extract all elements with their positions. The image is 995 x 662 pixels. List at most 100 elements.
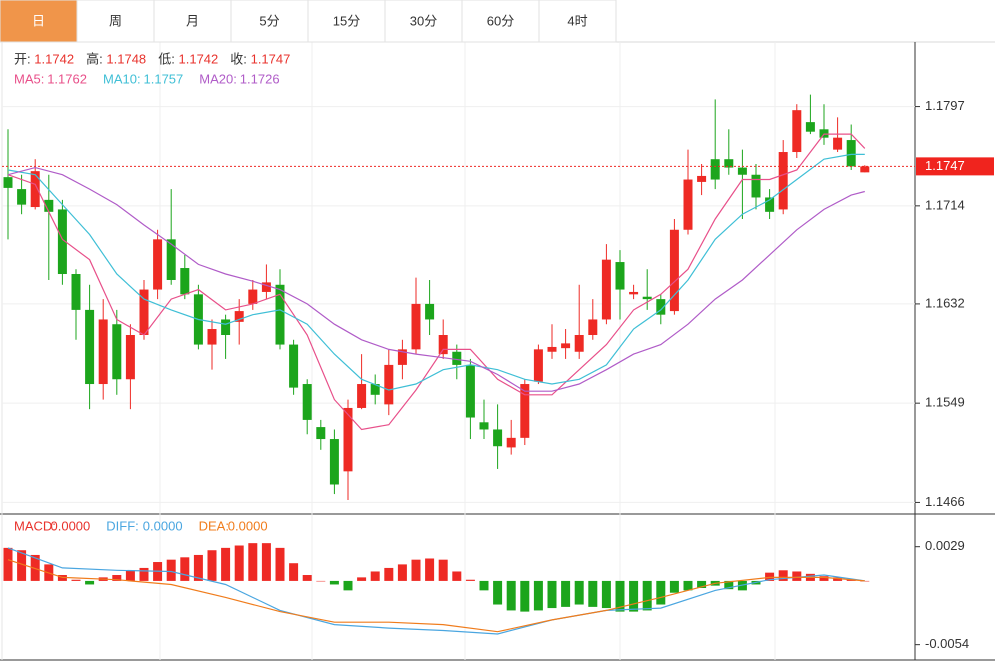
candle-body (724, 159, 734, 168)
macd-legend-value: 0.0000 (228, 518, 268, 533)
candle-body (166, 239, 176, 280)
candle-body (425, 303, 435, 320)
macd-bar (819, 576, 829, 581)
legend-label: 收: (230, 51, 247, 66)
candle-body (316, 427, 326, 440)
macd-bar (125, 570, 135, 581)
macd-bar (397, 564, 407, 581)
tab[interactable] (384, 0, 463, 43)
candle-body (329, 439, 339, 485)
candle-body (520, 384, 530, 438)
y-tick-label: 0.0029 (925, 538, 965, 553)
macd-bar (343, 580, 353, 591)
candle-body (683, 179, 693, 230)
vertical-grid (159, 42, 776, 660)
macd-bar (180, 557, 190, 581)
legend-value: 1.1742 (34, 51, 74, 66)
candle-body (302, 384, 312, 420)
candle-body (493, 429, 503, 447)
candle-body (153, 239, 163, 290)
candle-body (574, 335, 584, 352)
macd-bar (289, 563, 299, 581)
candle-body (343, 407, 353, 472)
macd-legend-value: 0.0000 (143, 518, 183, 533)
candle-body (819, 129, 829, 138)
macd-bar (329, 580, 339, 585)
macd-bar (438, 559, 448, 581)
candle-body (370, 384, 380, 395)
macd-bar (574, 580, 584, 605)
candle-body (846, 140, 856, 167)
legend-label: 开: (14, 51, 31, 66)
tab-label[interactable]: 30分 (410, 13, 437, 28)
ma-legend-value: 1.1757 (144, 71, 184, 86)
tab-label[interactable]: 60分 (487, 13, 514, 28)
tab[interactable] (230, 0, 309, 43)
macd-legend-label: DEA: (199, 518, 229, 533)
last-price-label: 1.1747 (925, 158, 965, 173)
tab-label[interactable]: 4时 (567, 13, 587, 28)
tab-label[interactable]: 日 (32, 13, 45, 28)
tab[interactable] (538, 0, 617, 43)
candle-body (180, 268, 190, 295)
candle-body (765, 197, 775, 212)
candle-body (207, 329, 217, 345)
macd-bar (425, 558, 435, 581)
candle-body (669, 229, 679, 312)
macd-bar (411, 559, 421, 581)
tab-label[interactable]: 月 (186, 13, 199, 28)
candle-body (778, 152, 788, 210)
macd-bar (547, 580, 557, 609)
candle-body (3, 177, 13, 188)
ma-legend-label: MA5: (14, 71, 44, 86)
candle-body (615, 262, 625, 290)
macd-bar (3, 547, 13, 581)
ma-line (7, 166, 865, 392)
candle-body (289, 344, 299, 388)
macd-bar (506, 580, 516, 611)
candle-body (85, 309, 95, 385)
tab-label[interactable]: 15分 (333, 13, 360, 28)
macd-bar (357, 577, 367, 581)
ma-legend-label: MA20: (199, 71, 237, 86)
candle-body (547, 346, 557, 352)
ma-line (7, 133, 866, 431)
macd-bar (533, 580, 543, 611)
macd-bar (792, 571, 802, 581)
candle-body (479, 422, 489, 430)
macd-line (7, 547, 865, 635)
macd-bar (221, 547, 231, 581)
y-tick-label: 1.1797 (925, 98, 965, 113)
macd-bar (261, 543, 271, 581)
tab-label[interactable]: 5分 (259, 13, 279, 28)
candle-body (275, 284, 285, 345)
candle-body (629, 291, 639, 295)
y-tick-label: 1.1714 (925, 197, 965, 212)
macd-bar (778, 570, 788, 581)
candle-body (506, 437, 516, 448)
candle-body (805, 122, 815, 132)
candle-body (248, 289, 258, 304)
macd-bar (601, 580, 611, 609)
tab-label[interactable]: 周 (109, 13, 122, 28)
macd-bar (71, 579, 81, 581)
macd-bar (588, 580, 598, 607)
tab[interactable] (153, 0, 232, 43)
tab[interactable] (76, 0, 155, 43)
macd-bar (656, 580, 666, 605)
macd-bar (85, 580, 95, 585)
macd-bar (465, 579, 475, 581)
candle-body (57, 209, 67, 275)
candle-body (642, 296, 652, 300)
tab[interactable] (307, 0, 386, 43)
candle-body (588, 319, 598, 336)
macd-bar (302, 575, 312, 581)
tab[interactable] (0, 0, 78, 43)
macd-bar (112, 575, 122, 581)
candle-body (438, 335, 448, 355)
candle-body (737, 167, 747, 175)
y-tick-label: 1.1466 (925, 494, 965, 509)
ma-legend-value: 1.1726 (240, 71, 280, 86)
candle-body (139, 289, 149, 336)
